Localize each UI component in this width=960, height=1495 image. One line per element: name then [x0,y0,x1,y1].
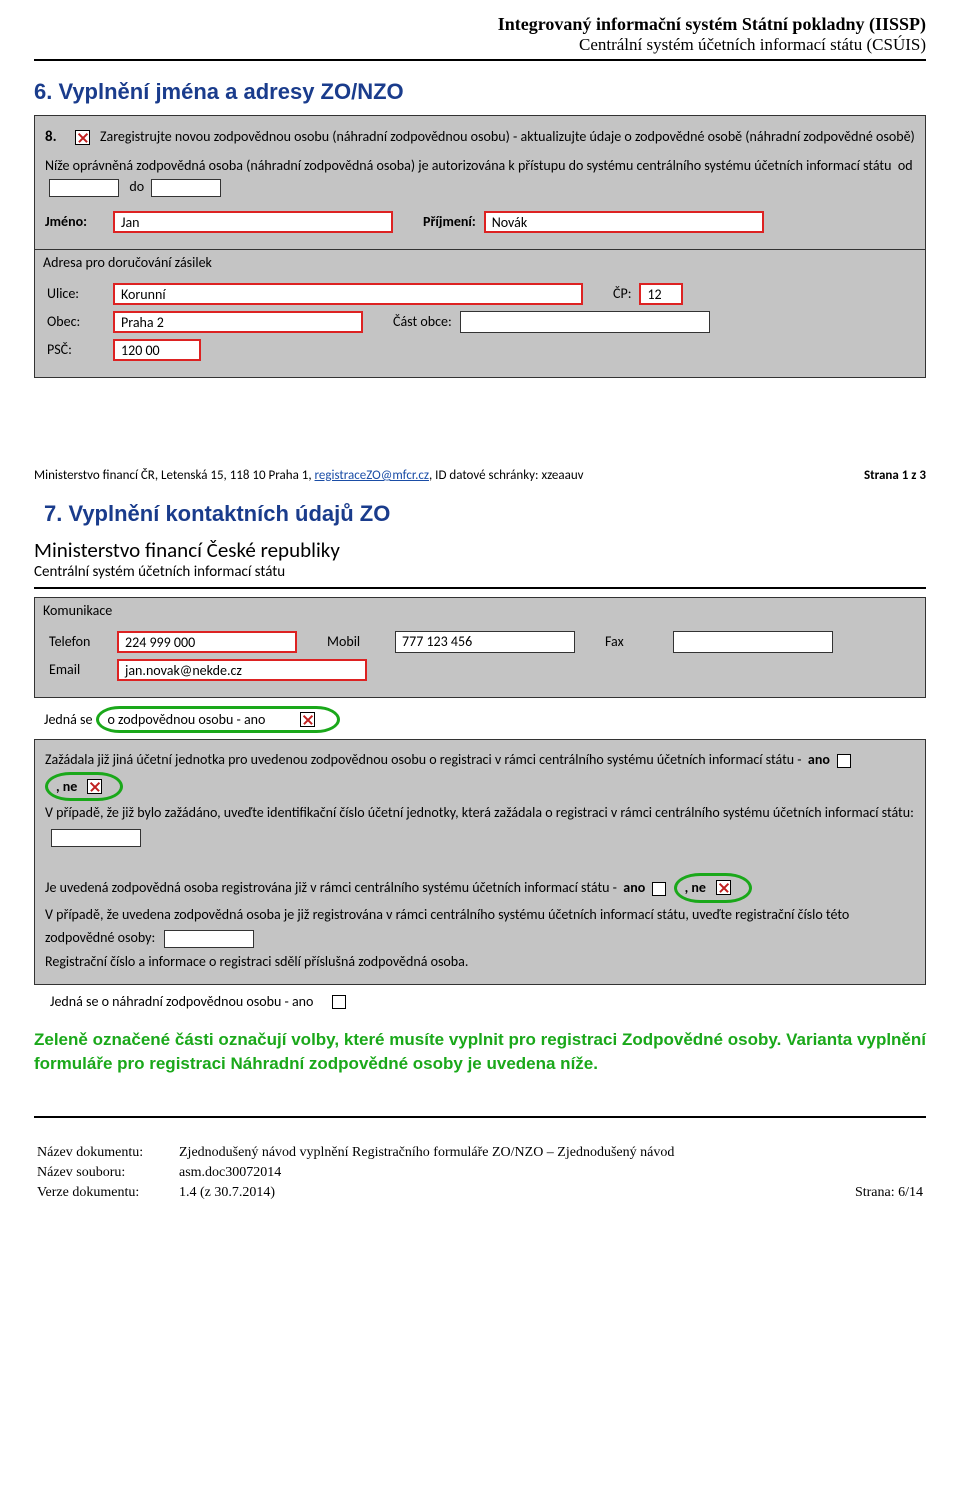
mf-text-a: Ministerstvo financí ČR, Letenská 15, 11… [34,468,315,483]
q1-text: Zažádala již jiná účetní jednotka pro uv… [45,751,802,768]
cp-field[interactable]: 12 [639,283,683,305]
nzo-ano-checkbox[interactable] [332,995,346,1009]
communication-box: Komunikace Telefon 224 999 000 Mobil 777… [34,597,926,698]
obec-label: Obec: [47,313,105,330]
f-page: Strana: 6/14 [832,1184,924,1202]
q1-ano: ano [808,751,830,768]
f-l1b: Zjednodušený návod vyplnění Registračníh… [178,1144,830,1162]
do-label: do [129,178,144,195]
komm-header: Komunikace [35,598,925,621]
q1-ne: , ne [56,775,77,799]
mob-field[interactable]: 777 123 456 [395,631,575,653]
jedna-lead: Jedná se [44,711,92,728]
doc-footer: Název dokumentu: Zjednodušený návod vypl… [34,1142,926,1204]
prijmeni-field[interactable]: Novák [484,211,764,233]
jedna-se-row: Jedná se o zodpovědnou osobu - ano [44,706,926,733]
email-label: Email [49,661,109,678]
auth-text: Níže oprávněná zodpovědná osoba (náhradn… [45,157,891,174]
section7-title: 7. Vyplnění kontaktních údajů ZO [44,501,926,527]
mf-name: Ministerstvo financí České republiky [34,537,926,563]
header-title: Integrovaný informační systém Státní pok… [34,14,926,35]
f-l2b: asm.doc30072014 [178,1164,830,1182]
q3-ano: ano [623,879,645,896]
obec-field[interactable]: Praha 2 [113,311,363,333]
q3-ne-checkbox[interactable] [716,880,731,895]
ulice-label: Ulice: [47,285,105,302]
mf-text-b: , ID datové schránky: xzeaauv [429,468,584,483]
header-rule [34,59,926,61]
mf-page: Strana 1 z 3 [864,468,926,483]
auth-text-row: Níže oprávněná zodpovědná osoba (náhradn… [45,155,915,197]
jmeno-label: Jméno: [45,213,105,230]
psc-field[interactable]: 120 00 [113,339,201,361]
q3-ne-oval: , ne [674,873,752,903]
cast-label: Část obce: [393,313,452,330]
address-header: Adresa pro doručování zásilek [35,249,925,273]
f-l3b: 1.4 (z 30.7.2014) [178,1184,830,1202]
step-number: 8. [45,128,65,146]
footer-rule [34,1116,926,1118]
green-oval-text: o zodpovědnou osobu - ano [107,711,265,728]
reg-num-field[interactable] [164,930,254,948]
ulice-field[interactable]: Korunní [113,283,583,305]
header-subtitle: Centrální systém účetních informací stát… [34,35,926,55]
prijmeni-label: Příjmení: [423,213,476,230]
section6-title: 6. Vyplnění jména a adresy ZO/NZO [34,79,926,105]
tel-field[interactable]: 224 999 000 [117,631,297,653]
tel-label: Telefon [49,633,109,650]
cp-label: ČP: [613,285,631,302]
section7-rule [34,587,926,589]
date-to-field[interactable] [151,179,221,197]
q2-text: V případě, že již bylo zažádáno, uveďte … [45,804,914,821]
fax-label: Fax [605,633,665,650]
fax-field[interactable] [673,631,833,653]
mf-email-link[interactable]: registraceZO@mfcr.cz [315,468,429,483]
f-l3a: Verze dokumentu: [36,1184,176,1202]
jedna-nzo-row: Jedná se o náhradní zodpovědnou osobu - … [50,993,926,1010]
q3-ano-checkbox[interactable] [652,882,666,896]
od-label: od [898,157,913,174]
q1-ne-oval: , ne [45,772,123,802]
green-oval-zo: o zodpovědnou osobu - ano [96,706,339,733]
f-l2a: Název souboru: [36,1164,176,1182]
jedna-nzo-text: Jedná se o náhradní zodpovědnou osobu - … [50,993,313,1010]
cast-field[interactable] [460,311,710,333]
ministry-footer: Ministerstvo financí ČR, Letenská 15, 11… [34,468,926,483]
section6-form: 8. Zaregistrujte novou zodpovědnou osobu… [34,115,926,378]
ico-field[interactable] [51,829,141,847]
step-text: Zaregistrujte novou zodpovědnou osobu (n… [100,128,915,147]
mf-sub: Centrální systém účetních informací stát… [34,563,926,581]
date-from-field[interactable] [49,179,119,197]
zo-ano-checkbox[interactable] [300,712,315,727]
q1-ne-checkbox[interactable] [87,779,102,794]
q3-ne: , ne [685,876,706,900]
questions-box: Zažádala již jiná účetní jednotka pro uv… [34,739,926,985]
jmeno-field[interactable]: Jan [113,211,393,233]
register-checkbox[interactable] [75,130,90,145]
q5-text: Registrační číslo a informace o registra… [45,953,468,970]
email-field[interactable]: jan.novak@nekde.cz [117,659,367,681]
f-l1a: Název dokumentu: [36,1144,176,1162]
doc-header: Integrovaný informační systém Státní pok… [34,14,926,55]
green-note: Zeleně označené části označují volby, kt… [34,1028,926,1076]
mob-label: Mobil [327,633,387,650]
q1-ano-checkbox[interactable] [837,754,851,768]
q3-text: Je uvedená zodpovědná osoba registrována… [45,879,617,896]
psc-label: PSČ: [47,341,105,358]
